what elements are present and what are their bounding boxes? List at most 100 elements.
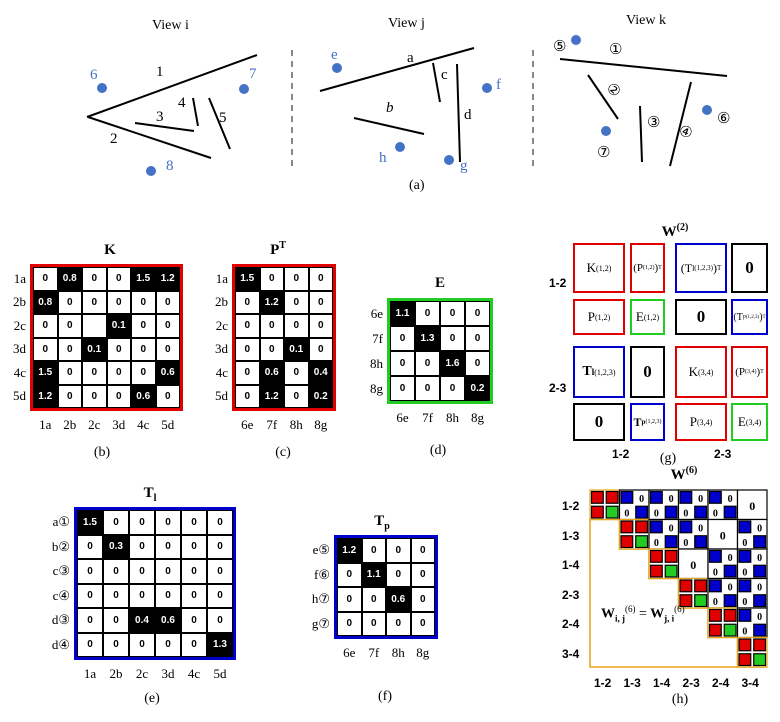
matrix-tl-cell: 0 [77,632,103,657]
matrix-tl-cell: 0 [207,534,233,559]
w6-sub-red [679,594,693,608]
matrix-tl-cell: 0 [103,583,129,608]
w6-sub-blue [738,608,752,622]
w6-sub-blue [708,579,722,593]
matrix-pt-grid: 1.5 0 0 0 0 1.2 0 0 0 0 0 0 0 0 0.1 0 0 0.6 0 0.4 0 1.2 0 0.2 [232,264,336,411]
matrix-tp-col-label: 6e [343,645,356,660]
w6-col-label: 1-3 [623,676,641,690]
matrix-tl-cell: 1.3 [207,632,233,657]
w6-sub-blue [649,490,663,504]
caption-g: (g) [659,451,677,466]
w2-title: W(2) [645,222,705,241]
w6-sub-green [605,505,619,519]
matrix-pt-cell: 0 [259,314,284,338]
matrix-e-cell: 0 [465,351,490,376]
w6-sub-red [590,490,604,504]
w6-sub-zero: 0 [669,494,674,505]
w6-sub-blue [649,520,663,534]
matrix-e-cell: 0.2 [465,376,490,401]
matrix-k-cell: 0.1 [82,337,107,361]
matrix-e-row-label: 6e [370,305,383,321]
matrix-k-cell: 0 [82,384,107,408]
caption-b: (b) [93,445,111,460]
w6-sub-green [664,564,678,578]
view-j-lines [319,47,475,163]
matrix-k-cell: 1.2 [155,267,180,291]
matrix-k-grid: 0 0.8 0 0 1.5 1.2 0.8 0 0 0 0 0 0 0 0.1 0 0 0 0 0.1 0 0 0 1.5 0 0… [30,264,183,411]
w6-formula: Wi, j(6) = Wj, i(6) [601,604,685,623]
matrix-tl-col-label: 2b [109,666,123,681]
w6-sub-red [620,520,634,534]
w6-sub-blue [753,535,767,549]
matrix-e-cell: 0 [390,326,415,351]
matrix-k-cell: 0 [155,337,180,361]
w2-tlt-close: ) [712,260,717,275]
matrix-e-cell: 0 [465,301,490,326]
matrix-tp-row-label: f⑥ [314,566,330,582]
matrix-tl-cell: 0 [181,559,207,584]
matrix-tl-cell: 0 [103,632,129,657]
w2-pt34-t: T [760,369,764,375]
w6-sub-zero: 0 [683,538,688,549]
w6-col-label: 2-4 [712,676,730,690]
w6-zero-block: 0 [749,499,755,513]
w6-offdiag-block [736,489,768,521]
matrix-k-cell: 0 [131,361,156,385]
w2-p34-sup: (3,4) [696,417,713,427]
w6-sub-blue [664,535,678,549]
view-k-point-label: ⑦ [597,145,610,161]
view-i-point-6 [97,83,107,93]
view-k-point-label: ⑥ [717,111,730,127]
matrix-tp-cell: 0 [386,562,411,587]
w6-row-label: 2-4 [562,617,580,631]
w6-sub-red [679,579,693,593]
matrix-tl-row-label: d③ [51,612,70,628]
w6-row-label: 2-3 [562,587,580,602]
w6-row-label: 3-4 [562,646,580,661]
matrix-k-cell: 0 [82,290,107,314]
w2-tp-label: T [633,414,642,429]
w6-col-label: 1-4 [653,676,671,690]
matrix-pt-col-label: 6e [241,417,254,432]
w6-title-sup: (6) [685,465,698,476]
view-j-point-label: e [331,47,338,63]
w2-tpt-close: ) [759,311,763,323]
matrix-k-col-label: 3d [112,417,126,432]
w2-block-zero: 0 [731,243,768,293]
matrix-e-cell: 0 [465,326,490,351]
view-i-point-7 [239,84,249,94]
matrix-k-cell: 0 [155,384,180,408]
view-k-lines [559,58,728,167]
w2-block-zero: 0 [573,403,625,441]
w2-e34-sup: (3,4) [745,417,762,427]
caption-d: (d) [429,443,447,458]
matrix-k-cell: 1.5 [33,361,58,385]
w2-block-p12: P (1,2) [573,299,625,335]
caption-a: (a) [409,178,425,193]
matrix-tp-row-label: g⑦ [311,615,330,631]
w6-sub-red [708,608,722,622]
w2-block-p34: P (3,4) [675,403,727,441]
view-j-point-label: f [496,77,501,93]
w2-p34-label: P [689,414,697,429]
view-j-line-label: d [464,107,472,123]
w6-sub-zero: 0 [683,509,688,520]
w6-sub-green [753,653,767,667]
view-j-line-label: c [441,67,448,83]
matrix-pt-title-sup: T [279,240,286,251]
matrix-k-col-label: 2c [88,417,101,432]
view-k-line-label: ② [603,80,624,101]
matrix-tp-title: Tp [357,513,407,532]
matrix-tl-grid: 1.5 0 0 0 0 0 0 0.3 0 0 0 0 0 0 0 0 0 0 0 0 0 0 0 0 0 0 0.4 0.6 0 0 0 0… [74,507,236,660]
matrix-tp-cell: 0 [410,611,435,636]
view-j-line-label: a [407,50,414,66]
w2-tl-sub: l [591,367,595,377]
w6-sub-green [635,535,649,549]
matrix-k-cell: 0.8 [57,267,82,291]
view-i-line-label: 2 [110,131,118,147]
w6-sub-zero: 0 [713,597,718,608]
matrix-pt-row-label: 4c [215,364,228,380]
matrix-tp-row-label: h⑦ [311,591,330,607]
